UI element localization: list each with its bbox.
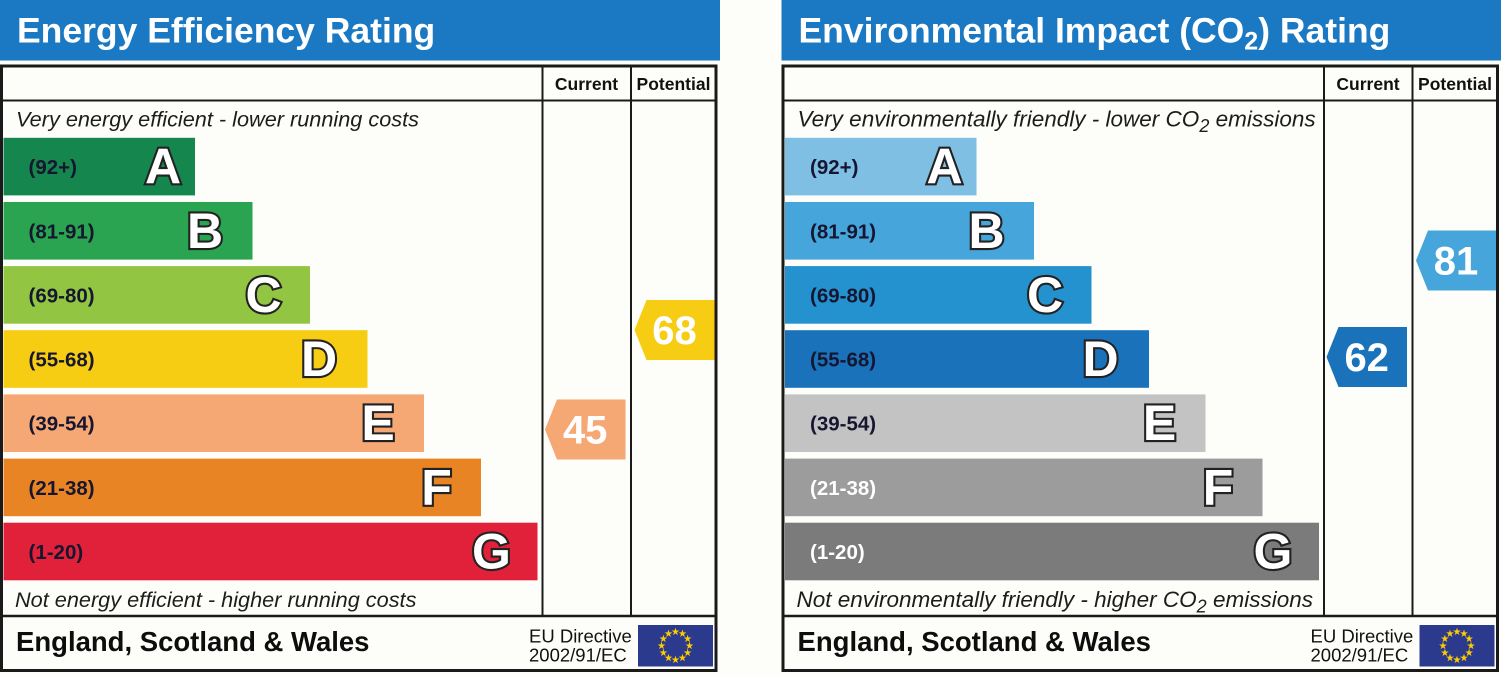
svg-text:A: A — [145, 139, 181, 195]
svg-text:68: 68 — [652, 309, 697, 353]
svg-text:(39-54): (39-54) — [29, 413, 95, 436]
svg-text:G: G — [472, 524, 511, 580]
svg-text:(81-91): (81-91) — [29, 220, 95, 243]
svg-text:Current: Current — [1336, 74, 1399, 94]
svg-text:(21-38): (21-38) — [29, 477, 95, 500]
svg-text:B: B — [187, 203, 223, 259]
svg-text:(69-80): (69-80) — [810, 284, 876, 307]
svg-text:(55-68): (55-68) — [29, 349, 95, 372]
svg-text:D: D — [1082, 331, 1118, 387]
svg-text:Potential: Potential — [637, 74, 711, 94]
svg-text:E: E — [1143, 395, 1176, 451]
svg-text:D: D — [301, 331, 337, 387]
svg-text:England, Scotland & Wales: England, Scotland & Wales — [798, 626, 1151, 657]
svg-text:(92+): (92+) — [810, 156, 858, 179]
svg-text:Very energy efficient - lower: Very energy efficient - lower running co… — [16, 107, 419, 132]
svg-text:(1-20): (1-20) — [810, 541, 865, 564]
svg-text:(21-38): (21-38) — [810, 477, 876, 500]
svg-text:(81-91): (81-91) — [810, 220, 876, 243]
svg-text:2002/91/EC: 2002/91/EC — [529, 645, 627, 666]
svg-text:81: 81 — [1434, 240, 1479, 284]
svg-text:(55-68): (55-68) — [810, 349, 876, 372]
svg-text:A: A — [926, 139, 962, 195]
svg-text:C: C — [245, 267, 281, 323]
svg-text:45: 45 — [563, 409, 608, 453]
svg-text:E: E — [361, 395, 394, 451]
svg-text:F: F — [1203, 459, 1234, 515]
svg-text:(69-80): (69-80) — [29, 284, 95, 307]
svg-text:(1-20): (1-20) — [29, 541, 84, 564]
svg-text:EU Directive: EU Directive — [1311, 626, 1414, 647]
svg-text:Energy Efficiency Rating: Energy Efficiency Rating — [17, 11, 435, 51]
svg-text:England, Scotland & Wales: England, Scotland & Wales — [16, 626, 369, 657]
svg-text:Current: Current — [555, 74, 618, 94]
svg-text:62: 62 — [1344, 336, 1389, 380]
svg-text:2002/91/EC: 2002/91/EC — [1311, 645, 1409, 666]
svg-text:EU Directive: EU Directive — [529, 626, 632, 647]
svg-text:B: B — [968, 203, 1004, 259]
svg-text:(92+): (92+) — [29, 156, 77, 179]
svg-text:C: C — [1027, 267, 1063, 323]
svg-text:Potential: Potential — [1418, 74, 1492, 94]
svg-text:(39-54): (39-54) — [810, 413, 876, 436]
svg-text:Environmental Impact (CO2) Rat: Environmental Impact (CO2) Rating — [799, 11, 1391, 56]
svg-text:Not energy efficient - higher: Not energy efficient - higher running co… — [15, 587, 417, 612]
svg-text:Very environmentally friendly: Very environmentally friendly - lower CO… — [798, 107, 1316, 137]
svg-text:F: F — [421, 459, 452, 515]
svg-text:Not environmentally friendly -: Not environmentally friendly - higher CO… — [797, 587, 1313, 617]
svg-text:G: G — [1254, 524, 1293, 580]
